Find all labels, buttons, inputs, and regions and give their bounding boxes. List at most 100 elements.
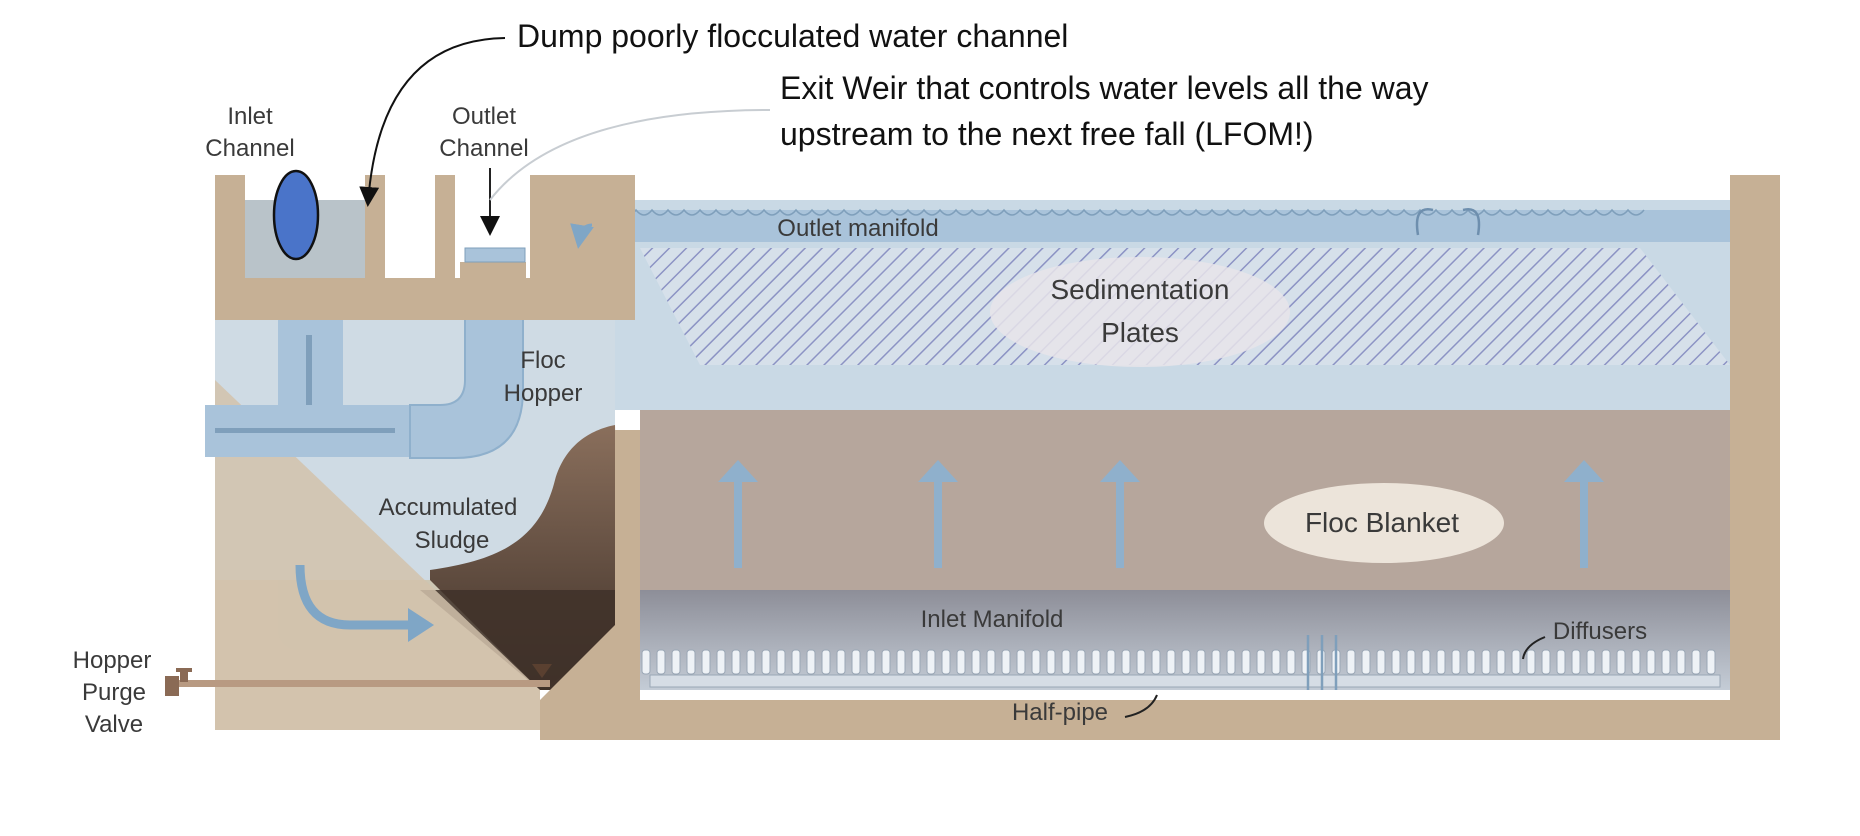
sedimentation-plates-label-1: Sedimentation xyxy=(1050,274,1229,305)
diffusers-label: Diffusers xyxy=(1553,618,1647,645)
diffuser-slot xyxy=(881,649,891,675)
diffuser-slot xyxy=(1046,649,1056,675)
diffuser-slot xyxy=(1571,649,1581,675)
outlet-manifold-wave xyxy=(539,208,1645,216)
dump-channel-annotation: Dump poorly flocculated water channel xyxy=(517,18,1068,54)
diffuser-slot xyxy=(1586,649,1596,675)
weir-flow-arrow xyxy=(1415,208,1434,236)
sedimentation-plates-label-2: Plates xyxy=(1101,317,1179,348)
diffuser-slot xyxy=(1421,649,1431,675)
diffuser-slot xyxy=(1616,649,1626,675)
outlet-channel-label-1: Outlet xyxy=(452,103,516,130)
diffuser-slot xyxy=(1031,649,1041,675)
diffuser-slot xyxy=(1481,649,1491,675)
diffuser-slot xyxy=(1121,649,1131,675)
diffuser-slot xyxy=(821,649,831,675)
return-arrow xyxy=(570,223,594,249)
diffuser-slot xyxy=(1286,649,1296,675)
diffuser-slot xyxy=(1151,649,1161,675)
diffuser-slot xyxy=(1196,649,1206,675)
upflow-arrows xyxy=(718,460,1604,568)
diffusers-leader xyxy=(1522,636,1546,660)
diffuser-slot xyxy=(1226,649,1236,675)
diffuser-slot xyxy=(896,649,906,675)
floc-blanket-label: Floc Blanket xyxy=(1305,507,1459,538)
diffuser-slot xyxy=(1076,649,1086,675)
outlet-channel-label-2: Channel xyxy=(439,135,528,162)
diffuser-slot xyxy=(1136,649,1146,675)
upflow-arrow xyxy=(1564,460,1604,568)
diffuser-slot xyxy=(1466,649,1476,675)
diffuser-slot xyxy=(1511,649,1521,675)
diffuser-slot xyxy=(776,649,786,675)
outlet-manifold-label: Outlet manifold xyxy=(777,215,938,242)
inlet-manifold-label: Inlet Manifold xyxy=(921,606,1064,633)
diffuser-slot xyxy=(971,649,981,675)
inlet-channel-label-1: Inlet xyxy=(227,103,273,130)
outlet-manifold-pipe xyxy=(540,210,1730,242)
inlet-downpipe-core xyxy=(306,335,312,405)
diffuser-slot xyxy=(941,649,951,675)
diffuser-slot xyxy=(806,649,816,675)
diffuser-slot xyxy=(1061,649,1071,675)
hopper-purge-valve-label-2: Purge xyxy=(82,679,146,706)
diffuser-slot xyxy=(1166,649,1176,675)
accumulated-sludge-label-1: Accumulated xyxy=(379,494,518,521)
diffuser-slot xyxy=(1376,649,1386,675)
weir-flow-arrow xyxy=(1462,208,1481,236)
diffuser-slot xyxy=(1631,649,1641,675)
diffuser-slot xyxy=(1496,649,1506,675)
diffuser-slot xyxy=(791,649,801,675)
exit-weir-callout-line xyxy=(489,109,771,201)
half-pipe-leader xyxy=(1124,694,1158,718)
diffuser-slot xyxy=(1346,649,1356,675)
diffuser-slot xyxy=(1526,649,1536,675)
diffuser-jets xyxy=(1306,635,1338,690)
floc-hopper-label-1: Floc xyxy=(520,347,565,374)
diffuser-slot xyxy=(731,649,741,675)
floc-blanket-bubble xyxy=(1264,483,1504,563)
diffuser-slot xyxy=(866,649,876,675)
accumulated-sludge-label-2: Sludge xyxy=(415,527,490,554)
diffuser-slot xyxy=(1001,649,1011,675)
hopper-purge-valve-label-3: Valve xyxy=(85,711,143,738)
diffuser-slot xyxy=(1601,649,1611,675)
diffuser-slot xyxy=(911,649,921,675)
diffuser-slot xyxy=(926,649,936,675)
diffuser-slot xyxy=(1091,649,1101,675)
diffuser-slot xyxy=(836,649,846,675)
diffuser-slot xyxy=(851,649,861,675)
diffuser-slot xyxy=(1691,649,1701,675)
diffuser-slot xyxy=(1271,649,1281,675)
sludge-bottom-dark xyxy=(420,590,620,690)
inlet-highlight-ellipse xyxy=(272,169,320,261)
diffuser-slot xyxy=(686,649,696,675)
diffuser-slot xyxy=(1406,649,1416,675)
upflow-arrow xyxy=(918,460,958,568)
diffuser-slot xyxy=(1016,649,1026,675)
diffuser-slot xyxy=(701,649,711,675)
diffuser-slot xyxy=(1706,649,1716,675)
concrete-structure xyxy=(215,175,1780,740)
diffuser-slot xyxy=(671,649,681,675)
floc-blanket-zone xyxy=(640,410,1730,590)
horizontal-pipe-core xyxy=(215,428,395,433)
diffuser-slot xyxy=(1451,649,1461,675)
diffuser-slot xyxy=(1436,649,1446,675)
exit-weir-annotation-2: upstream to the next free fall (LFOM!) xyxy=(780,116,1314,152)
diffuser-slot xyxy=(1106,649,1116,675)
floc-hopper-elbow xyxy=(409,304,524,459)
floc-hopper-label-2: Hopper xyxy=(504,380,583,407)
upflow-arrow xyxy=(718,460,758,568)
dump-channel-callout-arrow xyxy=(359,37,506,207)
diffuser-slot xyxy=(986,649,996,675)
sedimentation-plates-bubble xyxy=(990,257,1290,367)
diffuser-slot xyxy=(1646,649,1656,675)
diffuser-slot xyxy=(656,649,666,675)
diffusers-row xyxy=(641,649,1716,675)
upflow-arrow xyxy=(1100,460,1140,568)
diffuser-slot xyxy=(1241,649,1251,675)
diffuser-slot xyxy=(1661,649,1671,675)
